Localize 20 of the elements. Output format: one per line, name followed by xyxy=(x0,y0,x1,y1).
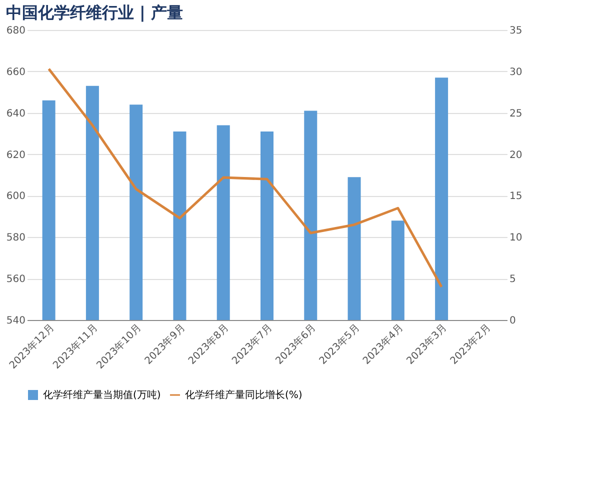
y-tick-label: 560 xyxy=(6,274,26,286)
y-tick-label: 620 xyxy=(6,150,26,161)
legend-label: 化学纤维产量当期值(万吨) xyxy=(43,389,161,401)
y2-tick-label: 0 xyxy=(510,316,516,326)
y2-tick-label: 15 xyxy=(510,191,522,202)
legend-label: 化学纤维产量同比增长(%) xyxy=(185,389,302,401)
chart-title: 中国化学纤维行业 | 产量 xyxy=(6,3,183,22)
y-tick-label: 580 xyxy=(6,232,26,244)
y-tick-label: 600 xyxy=(6,191,26,202)
y-tick-label: 660 xyxy=(6,66,26,78)
line-series xyxy=(48,68,443,288)
y2-tick-label: 35 xyxy=(510,26,522,36)
y2-tick-label: 30 xyxy=(510,66,522,78)
y-tick-label: 640 xyxy=(6,108,26,120)
y2-tick-label: 5 xyxy=(510,274,516,286)
y2-tick-label: 20 xyxy=(510,150,522,161)
y-tick-label: 680 xyxy=(6,26,26,36)
y-tick-label: 540 xyxy=(6,316,26,326)
y2-tick-label: 25 xyxy=(510,108,522,120)
y2-tick-label: 10 xyxy=(510,232,522,244)
